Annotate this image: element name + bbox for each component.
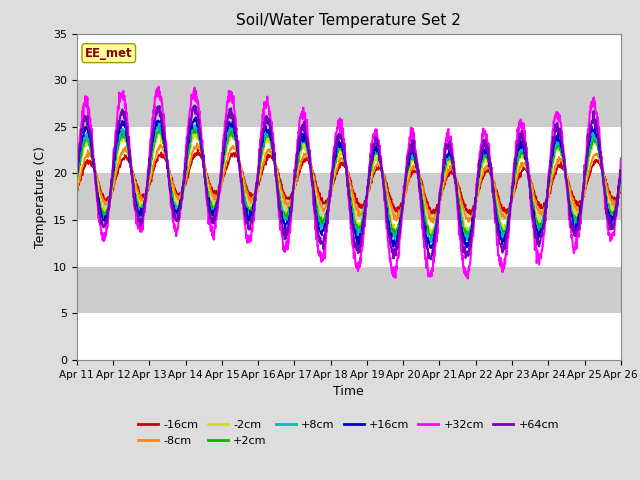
X-axis label: Time: Time: [333, 385, 364, 398]
Legend: -16cm, -8cm, -2cm, +2cm, +8cm, +16cm, +32cm, +64cm: -16cm, -8cm, -2cm, +2cm, +8cm, +16cm, +3…: [138, 420, 559, 446]
Text: EE_met: EE_met: [85, 47, 132, 60]
Bar: [77, 173, 621, 220]
Bar: [77, 267, 621, 313]
Bar: [77, 80, 621, 127]
Y-axis label: Temperature (C): Temperature (C): [35, 146, 47, 248]
Title: Soil/Water Temperature Set 2: Soil/Water Temperature Set 2: [236, 13, 461, 28]
